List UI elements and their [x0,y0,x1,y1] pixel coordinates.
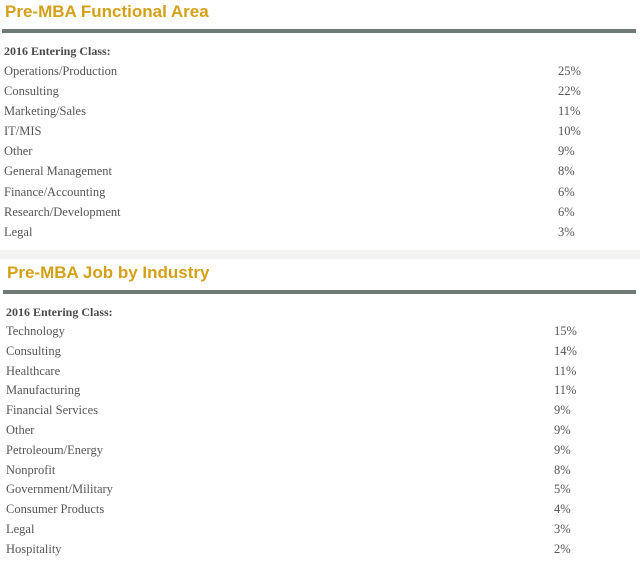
section-divider [2,29,636,33]
row-value: 9% [554,422,571,437]
row-value: 11% [558,104,581,119]
job-by-industry-section: Pre-MBA Job by Industry 2016 Entering Cl… [0,259,640,572]
row-value: 9% [554,403,571,418]
list-item: Legal 3% [6,519,580,539]
row-value: 6% [558,184,575,199]
row-value: 3% [558,224,575,239]
row-label: IT/MIS [4,124,42,139]
entering-class-label: 2016 Entering Class: [4,44,111,58]
functional-area-list: Operations/Production 25% Consulting 22%… [4,61,584,242]
entering-class-label: 2016 Entering Class: [6,305,113,319]
row-value: 11% [554,383,577,398]
row-label: Hospitality [6,541,62,556]
list-item: Healthcare 11% [6,361,580,381]
section-title: Pre-MBA Job by Industry [7,263,210,282]
row-label: Consulting [6,343,61,358]
list-item: IT/MIS 10% [4,121,584,141]
row-value: 9% [554,442,571,457]
row-value: 25% [558,64,581,78]
list-item: Government/Military 5% [6,479,580,499]
row-label: Petroleoum/Energy [6,442,103,457]
list-item: General Management 8% [4,161,584,181]
list-item: Nonprofit 8% [6,460,580,480]
section-title: Pre-MBA Functional Area [5,2,209,21]
list-item: Consumer Products 4% [6,499,580,519]
row-value: 9% [558,144,575,159]
list-item: Consulting 14% [6,341,580,361]
row-label: Healthcare [6,363,61,378]
list-item: Research/Development 6% [4,202,584,222]
row-value: 8% [558,164,575,179]
row-label: Finance/Accounting [4,184,106,199]
row-value: 6% [558,204,575,219]
row-label: Operations/Production [4,64,118,78]
list-item: Hospitality 2% [6,539,580,559]
section-divider [3,290,636,294]
row-label: Research/Development [4,204,121,219]
row-value: 3% [554,521,571,536]
row-value: 5% [554,482,571,497]
list-item: Legal 3% [4,222,584,242]
list-item: Marketing/Sales 11% [4,101,584,121]
row-label: Technology [6,324,65,338]
industry-list: Technology 15% Consulting 14% Healthcare… [6,321,580,559]
row-label: Marketing/Sales [4,104,86,119]
list-item: Operations/Production 25% [4,61,584,81]
row-label: Legal [6,521,35,536]
row-label: Other [4,144,33,159]
row-label: Nonprofit [6,462,56,477]
row-value: 15% [554,324,577,338]
list-item: Manufacturing 11% [6,380,580,400]
row-value: 8% [554,462,571,477]
row-label: Consumer Products [6,502,105,517]
row-value: 22% [558,84,581,99]
row-value: 14% [554,343,577,358]
row-label: Other [6,422,35,437]
list-item: Financial Services 9% [6,400,580,420]
list-item: Technology 15% [6,321,580,341]
row-label: Legal [4,224,33,239]
row-label: General Management [4,164,112,179]
list-item: Finance/Accounting 6% [4,182,584,202]
list-item: Other 9% [6,420,580,440]
row-label: Government/Military [6,482,113,497]
functional-area-section: Pre-MBA Functional Area 2016 Entering Cl… [0,0,640,250]
row-value: 4% [554,502,571,517]
row-value: 11% [554,363,577,378]
row-label: Consulting [4,84,59,99]
list-item: Consulting 22% [4,81,584,101]
row-label: Manufacturing [6,383,81,398]
row-value: 10% [558,124,581,139]
list-item: Other 9% [4,141,584,161]
row-value: 2% [554,541,571,556]
list-item: Petroleoum/Energy 9% [6,440,580,460]
row-label: Financial Services [6,403,98,418]
